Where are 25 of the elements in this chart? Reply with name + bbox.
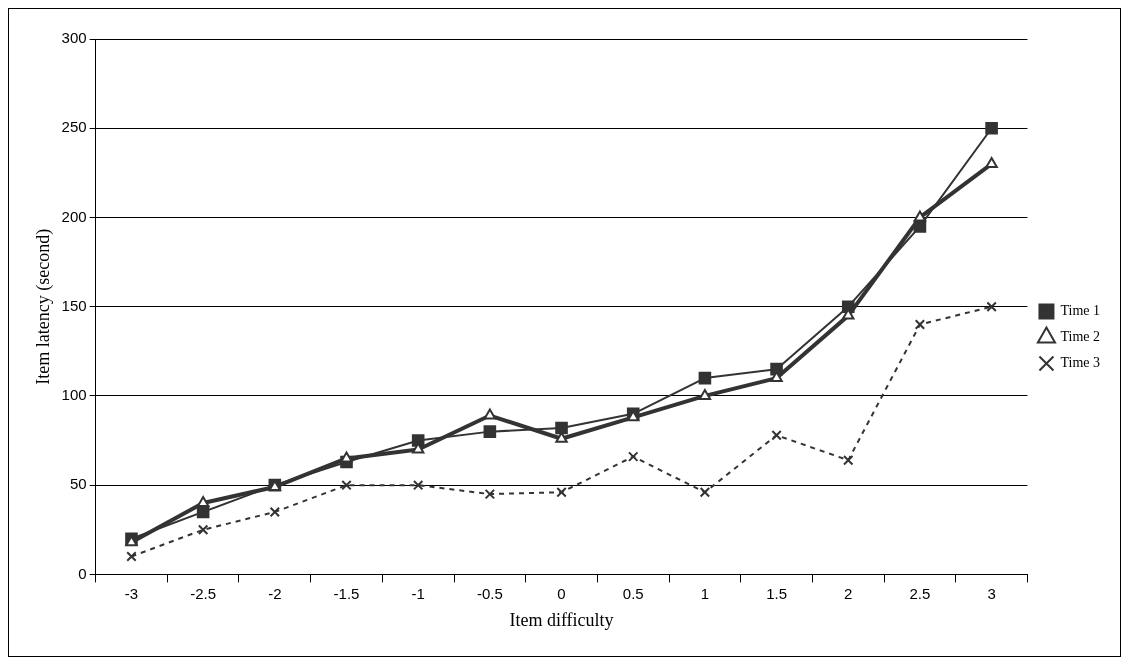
- y-tick-label: 0: [78, 564, 87, 582]
- x-tick-label: 0.5: [622, 584, 644, 602]
- legend-label: Time 1: [1060, 303, 1101, 319]
- x-tick-label: -1.5: [333, 584, 360, 602]
- x-tick-label: 1: [700, 584, 710, 602]
- legend-label: Time 2: [1060, 329, 1101, 345]
- x-tick-label: 0: [557, 584, 566, 602]
- x-tick-label: -3: [124, 584, 139, 602]
- y-tick-label: 250: [61, 118, 87, 136]
- x-axis-title: Item difficulty: [509, 609, 614, 630]
- y-tick-label: 100: [61, 386, 87, 404]
- x-tick-label: -2.5: [190, 584, 217, 602]
- x-tick-label: 1.5: [766, 584, 787, 602]
- legend-label: Time 3: [1060, 355, 1101, 371]
- y-tick-label: 150: [61, 296, 87, 314]
- y-tick-label: 50: [69, 475, 87, 493]
- y-tick-label: 200: [61, 207, 87, 225]
- x-tick-label: -0.5: [476, 584, 503, 602]
- x-tick-label: 3: [987, 584, 996, 602]
- x-tick-label: -2: [268, 584, 282, 602]
- x-tick-label: 2.5: [909, 584, 931, 602]
- x-tick-label: 2: [844, 584, 853, 602]
- y-tick-label: 300: [61, 29, 87, 47]
- x-tick-label: -1: [411, 584, 425, 602]
- y-axis-title: Item latency (second): [32, 228, 54, 385]
